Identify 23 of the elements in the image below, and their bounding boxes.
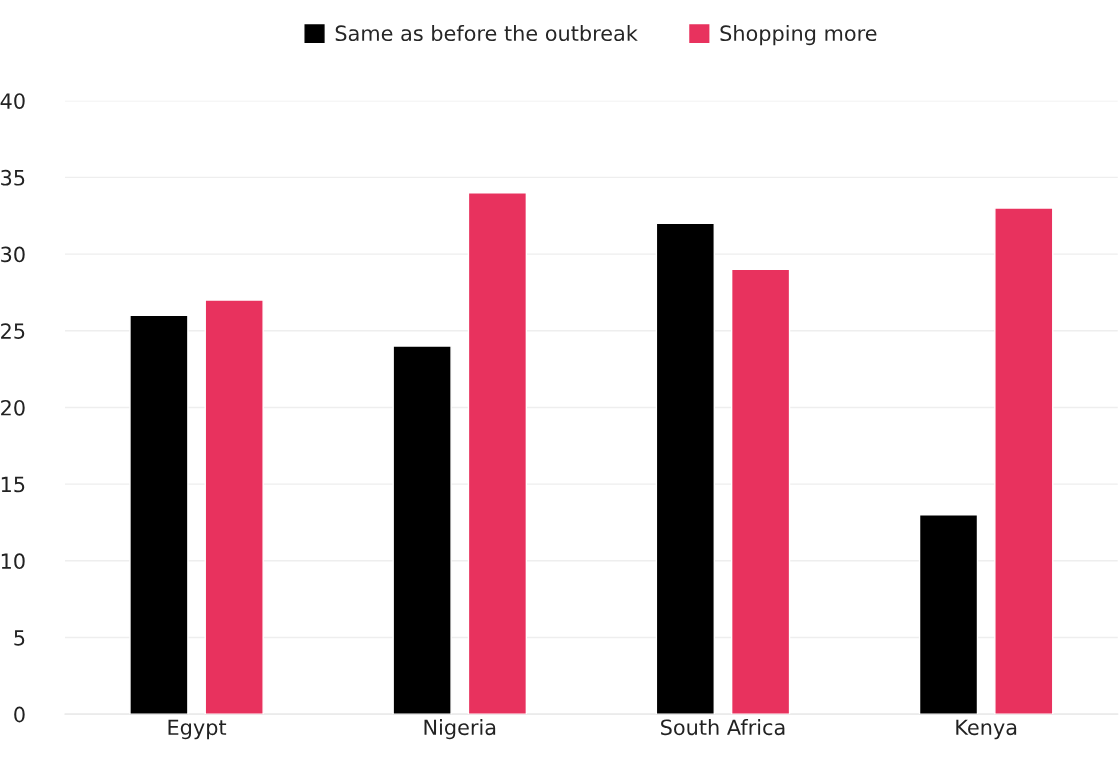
x-tick-label: Egypt [168, 719, 227, 740]
y-tick-label: 10 [1, 553, 25, 570]
y-tick-label: 25 [1, 323, 25, 339]
bar [994, 207, 1054, 715]
y-tick-label: 40 [0, 93, 25, 109]
bar [467, 192, 528, 715]
legend-label: Shopping more [720, 25, 877, 46]
bar [129, 314, 189, 715]
y-tick-label: 30 [1, 246, 25, 263]
bar [655, 222, 715, 715]
x-tick-label: Kenya [956, 719, 1017, 740]
x-tick-label: Nigeria [424, 719, 496, 740]
x-tick-label: South Africa [661, 719, 785, 736]
y-tick-label: 20 [1, 399, 25, 416]
y-tick-label: 5 [14, 630, 25, 646]
y-tick-label: 35 [1, 169, 25, 186]
bar [730, 268, 791, 715]
y-tick-label: 0 [14, 706, 25, 723]
bar [392, 345, 452, 715]
y-tick-label: 15 [1, 476, 25, 493]
bar [204, 299, 264, 715]
legend-label: Same as before the outbreak [335, 25, 638, 42]
bar [918, 514, 979, 715]
